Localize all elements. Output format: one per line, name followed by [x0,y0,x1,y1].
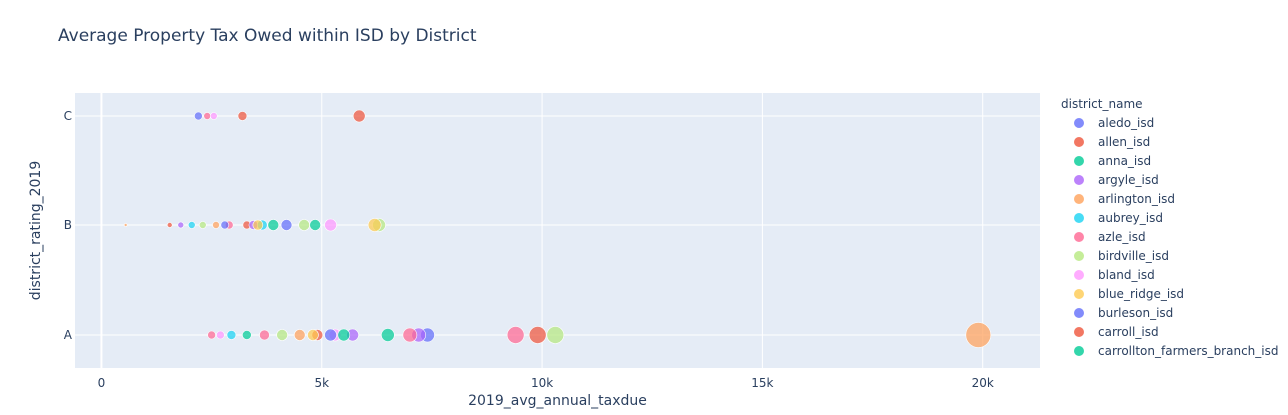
x-tick-label: 10k [531,376,553,390]
legend-marker [1074,212,1084,223]
legend-marker [1074,174,1084,185]
legend-label: arlington_isd [1098,191,1176,206]
data-point[interactable] [367,218,382,232]
legend-label: blue_ridge_isd [1098,286,1185,301]
legend-label: birdville_isd [1098,248,1169,263]
data-point[interactable] [309,219,321,231]
data-point[interactable] [220,220,230,230]
data-point[interactable] [324,218,337,232]
legend-marker [1074,288,1084,299]
legend-marker [1074,231,1084,242]
data-point[interactable] [402,327,418,343]
data-point[interactable] [252,219,264,231]
x-tick-label: 15k [751,376,773,390]
x-tick-label: 20k [972,376,994,390]
data-point[interactable] [187,221,196,229]
series-burleson_isd [220,220,337,342]
legend-marker [1074,326,1084,337]
legend-label: burleson_isd [1098,305,1174,320]
x-tick-label: 5k [314,376,329,390]
data-point[interactable] [237,111,248,121]
legend-item-birdville_isd[interactable]: birdville_isd [1061,246,1278,265]
legend-marker [1074,345,1084,356]
legend-item-allen_isd[interactable]: allen_isd [1061,132,1278,151]
data-point[interactable] [216,330,225,340]
data-point[interactable] [177,221,185,229]
data-point[interactable] [307,329,319,341]
data-point[interactable] [267,219,280,231]
legend-item-azle_isd[interactable]: azle_isd [1061,227,1278,246]
data-point[interactable] [242,330,252,340]
series-azle_isd [203,112,525,344]
data-point[interactable] [203,112,211,120]
series-carrollton_farmers_branch_isd [309,219,351,342]
data-point[interactable] [280,219,293,231]
legend-item-bland_isd[interactable]: bland_isd [1061,265,1278,284]
legend-label: carroll_isd [1098,324,1159,339]
chart-title: Average Property Tax Owed within ISD by … [58,26,477,46]
legend-label: azle_isd [1098,229,1146,244]
data-point[interactable] [207,330,216,340]
legend-label: bland_isd [1098,267,1155,282]
data-point[interactable] [259,329,270,341]
data-point[interactable] [965,322,992,348]
legend-item-aledo_isd[interactable]: aledo_isd [1061,113,1278,132]
legend-label: aledo_isd [1098,115,1155,130]
legend-label: allen_isd [1098,134,1151,149]
legend-item-anna_isd[interactable]: anna_isd [1061,151,1278,170]
data-point[interactable] [337,328,351,342]
legend-label: argyle_isd [1098,172,1159,187]
series-anna_isd [242,219,395,342]
legend-item-blue_ridge_isd[interactable]: blue_ridge_isd [1061,284,1278,303]
data-point[interactable] [212,221,220,229]
data-point[interactable] [276,329,288,341]
series-carroll_isd [166,111,248,228]
series-blue_ridge_isd [252,218,382,341]
x-tick-label: 0 [98,376,106,390]
data-point[interactable] [352,109,366,123]
series-arlington_isd [123,221,992,348]
data-point[interactable] [381,328,395,342]
legend-marker [1074,269,1084,280]
x-axis-title: 2019_avg_annual_taxdue [468,393,647,409]
legend-item-burleson_isd[interactable]: burleson_isd [1061,303,1278,322]
y-tick-label: A [64,328,73,342]
legend-marker [1074,117,1084,128]
legend-item-carrollton_farmers_branch_isd[interactable]: carrollton_farmers_branch_isd [1061,341,1278,360]
legend: district_name aledo_isd allen_isd anna_isd… [1061,97,1278,360]
data-point[interactable] [298,219,310,231]
legend-item-aubrey_isd[interactable]: aubrey_isd [1061,208,1278,227]
data-point[interactable] [226,330,237,340]
legend-marker [1074,136,1084,147]
data-point[interactable] [324,328,337,342]
legend-marker [1074,193,1084,204]
data-point[interactable] [198,221,207,229]
legend-marker [1074,307,1084,318]
data-point[interactable] [210,112,218,120]
data-point[interactable] [293,329,306,341]
y-tick-label: C [64,109,72,123]
y-axis-title: district_rating_2019 [28,161,44,301]
y-tick-label: B [64,218,72,232]
data-point[interactable] [528,326,547,344]
legend-label: carrollton_farmers_branch_isd [1098,343,1279,358]
data-point[interactable] [166,222,173,228]
legend-item-argyle_isd[interactable]: argyle_isd [1061,170,1278,189]
legend-marker [1074,155,1084,166]
data-point[interactable] [546,326,565,344]
legend-marker [1074,250,1084,261]
data-point[interactable] [506,326,525,344]
legend-item-carroll_isd[interactable]: carroll_isd [1061,322,1278,341]
legend-label: anna_isd [1098,153,1152,168]
legend-label: aubrey_isd [1098,210,1163,225]
legend-title: district_name [1061,97,1143,111]
data-point[interactable] [123,223,128,227]
plot-background [75,93,1040,368]
data-point[interactable] [194,111,203,121]
legend-item-arlington_isd[interactable]: arlington_isd [1061,189,1278,208]
